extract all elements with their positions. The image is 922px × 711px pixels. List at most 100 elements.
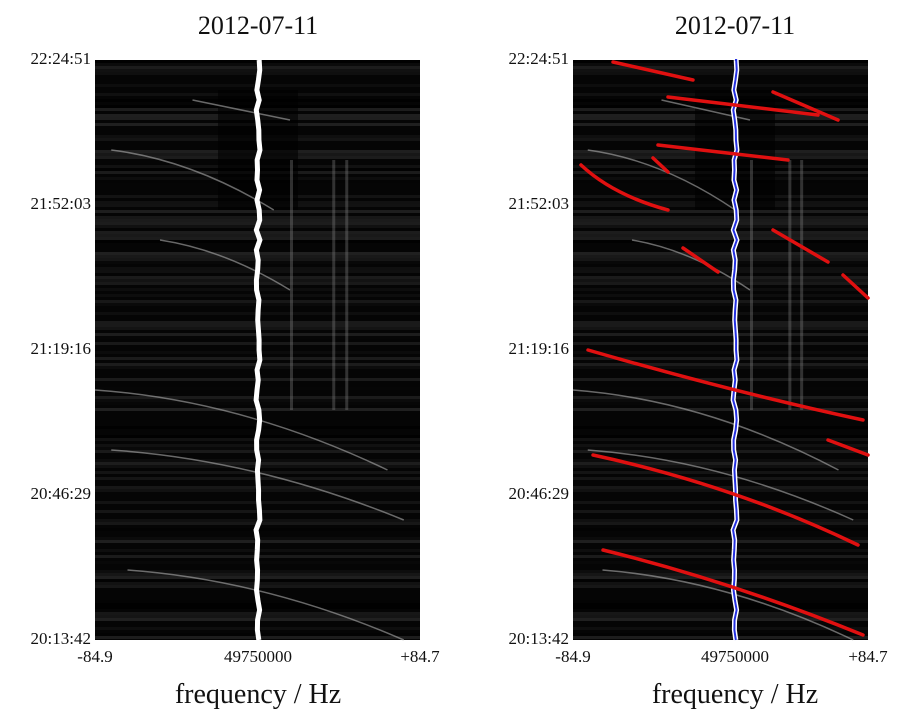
y-tick-label: 22:24:51 (31, 49, 91, 68)
noise-band (573, 225, 868, 228)
carrier-trace (732, 59, 738, 641)
noise-band (573, 261, 868, 264)
noise-band (573, 480, 868, 483)
detected-trace (826, 438, 870, 457)
noise-band (573, 303, 868, 306)
noise-band (573, 219, 868, 222)
y-tick-label: 20:13:42 (509, 629, 569, 648)
noise-band (573, 288, 868, 291)
x-tick-label: -84.9 (555, 647, 590, 666)
noise-band (573, 450, 868, 453)
noise-band (573, 510, 868, 513)
noise-band (573, 399, 868, 402)
trace-arc (111, 149, 275, 211)
y-tick-label: 20:46:29 (509, 484, 569, 503)
noise-band (573, 633, 868, 636)
x-tick-label: 49750000 (701, 647, 769, 666)
noise-band (573, 636, 868, 639)
noise-band (573, 543, 868, 546)
x-tick-label: -84.9 (77, 647, 112, 666)
panel: 2012-07-11 22:24:51 21:52:03 21:19:16 20:46:… (31, 11, 441, 710)
trace-arc (572, 389, 839, 471)
noise-band (573, 84, 868, 87)
noise-band (573, 327, 868, 330)
noise-band (573, 336, 868, 339)
noise-band (573, 363, 868, 366)
noise-band (573, 333, 868, 336)
trace-arc (602, 569, 854, 641)
y-tick-label: 22:24:51 (509, 49, 569, 68)
noise-band (573, 477, 868, 480)
noise-band (573, 600, 868, 603)
detected-trace (666, 95, 820, 117)
noise-band (573, 615, 868, 618)
noise-band (573, 618, 868, 621)
noise-band (573, 537, 868, 540)
y-tick-label: 21:19:16 (31, 339, 91, 358)
detected-trace (586, 348, 865, 422)
noise-band (573, 78, 868, 81)
noise-band (573, 555, 868, 558)
noise-band (573, 579, 868, 582)
x-axis-label: frequency / Hz (652, 679, 818, 710)
noise-band (573, 231, 868, 234)
noise-band (573, 279, 868, 282)
side-line (800, 160, 804, 410)
noise-band (573, 222, 868, 225)
noise-band (573, 573, 868, 576)
y-tick-label: 21:52:03 (31, 194, 91, 213)
noise-band (573, 561, 868, 564)
noise-band (573, 486, 868, 489)
noise-band (573, 435, 868, 438)
x-axis-label: frequency / Hz (175, 679, 341, 710)
noise-band (573, 351, 868, 354)
side-line (290, 160, 293, 410)
trace-arc (94, 389, 388, 471)
detected-trace (681, 246, 720, 274)
noise-band (573, 447, 868, 450)
noise-band (573, 402, 868, 405)
y-tick-label: 21:52:03 (509, 194, 569, 213)
noise-band (573, 501, 868, 504)
noise-band (573, 612, 868, 615)
trace-arc (159, 239, 291, 291)
noise-band (573, 210, 868, 213)
noise-band (573, 444, 868, 447)
noise-band (573, 258, 868, 261)
noise-band (573, 294, 868, 297)
noise-band (573, 63, 868, 66)
noise-band (573, 606, 868, 609)
noise-band (573, 216, 868, 219)
carrier-line (253, 57, 263, 641)
noise-band (573, 321, 868, 324)
noise-band (573, 237, 868, 240)
noise-band (573, 72, 868, 75)
noise-band (573, 366, 868, 369)
detected-trace (771, 228, 830, 264)
noise-band (573, 438, 868, 441)
noise-band (573, 462, 868, 465)
x-tick-label: 49750000 (224, 647, 292, 666)
noise-band (573, 387, 868, 390)
noise-band (573, 522, 868, 525)
noise-band (573, 282, 868, 285)
y-tick-label: 20:13:42 (31, 629, 91, 648)
noise-band (573, 459, 868, 462)
noise-band (573, 267, 868, 270)
noise-band (573, 324, 868, 327)
noise-band (573, 252, 868, 255)
trace-arc (587, 149, 736, 211)
noise-band (573, 66, 868, 69)
x-tick-label: +84.7 (848, 647, 888, 666)
noise-band (573, 408, 868, 411)
side-line (750, 160, 753, 410)
noise-band (573, 300, 868, 303)
side-line (332, 160, 336, 410)
noise-band (573, 378, 868, 381)
noise-band (573, 255, 868, 258)
noise-band (573, 357, 868, 360)
detected-trace (651, 156, 670, 174)
noise-band (573, 465, 868, 468)
detected-trace (771, 90, 840, 122)
noise-band (573, 519, 868, 522)
